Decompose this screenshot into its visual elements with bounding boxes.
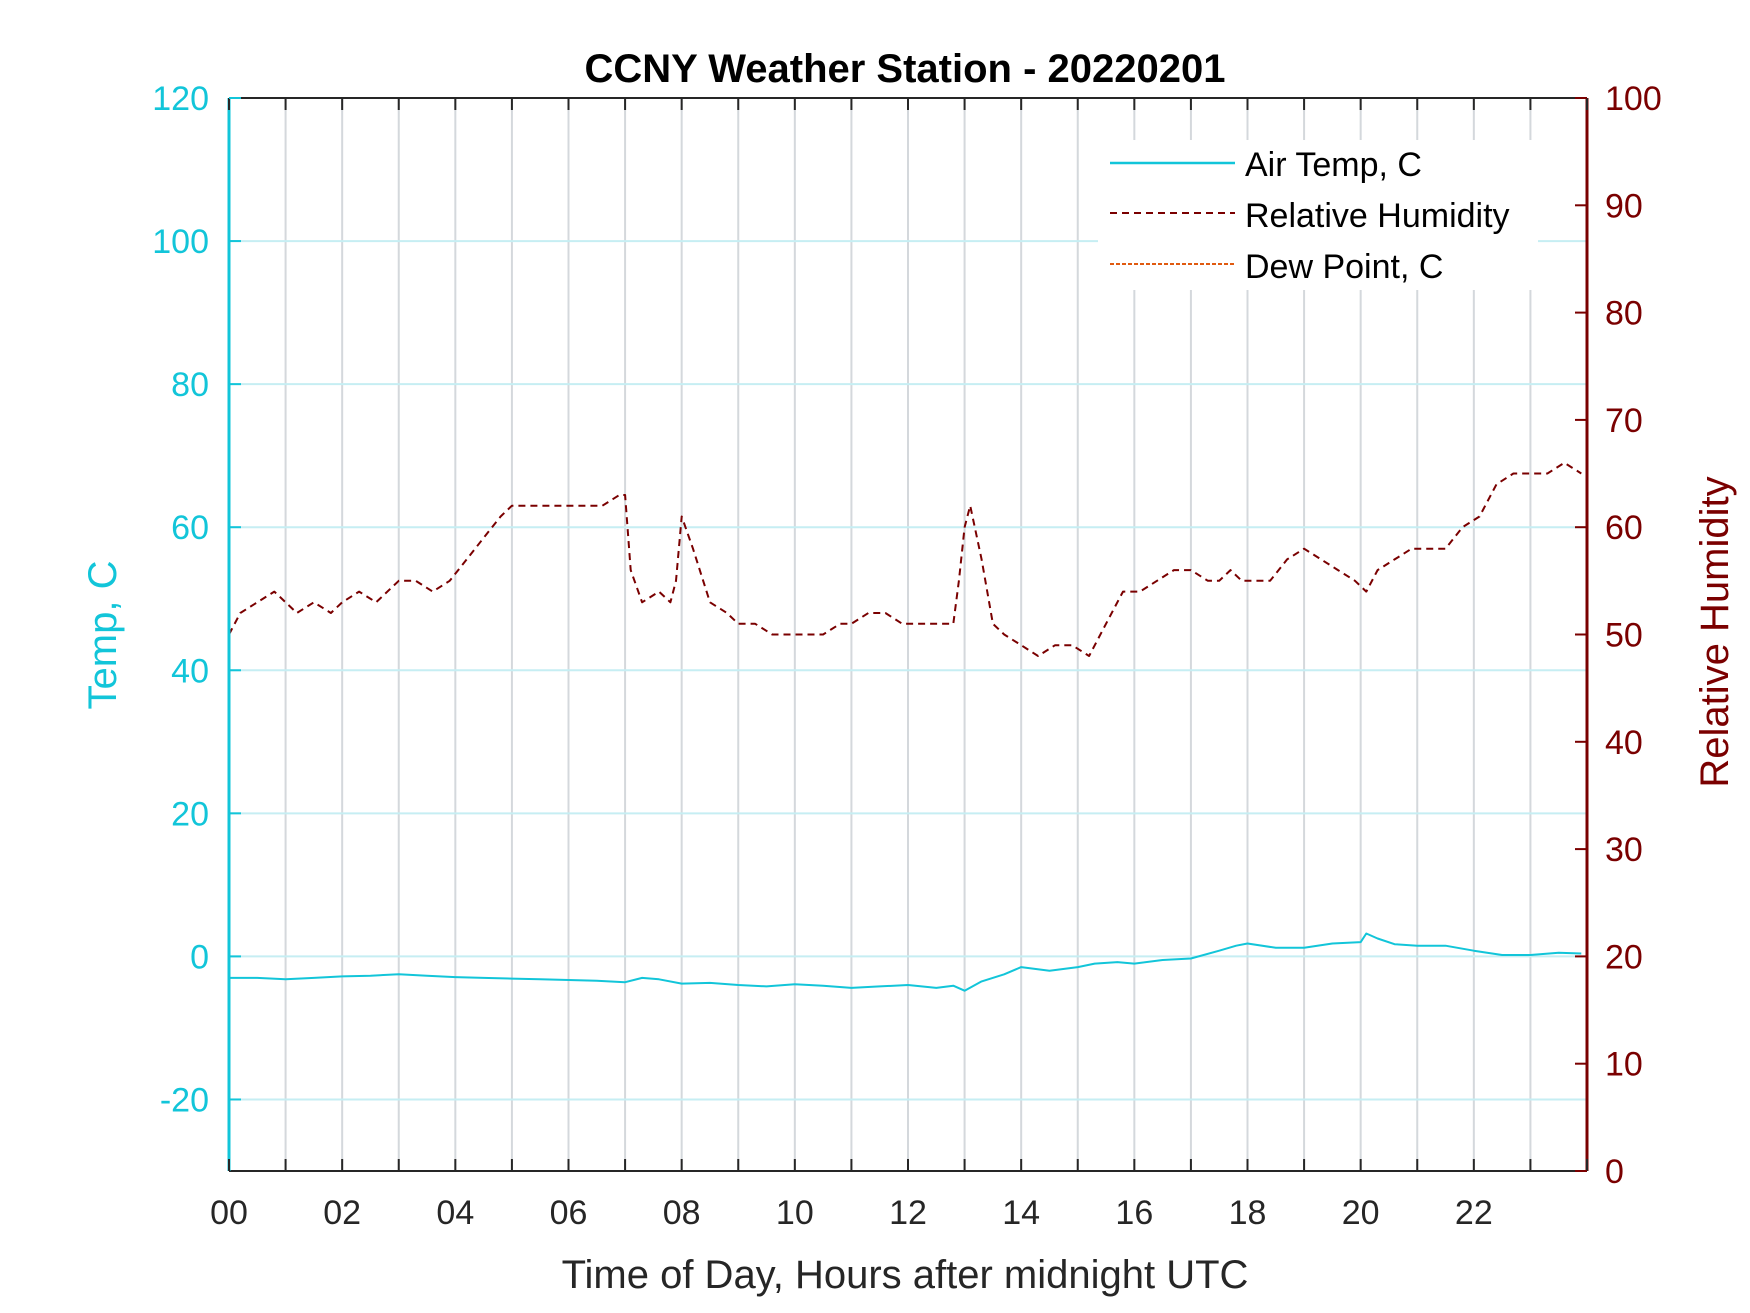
y-left-tick-label: 120: [152, 80, 209, 118]
y-left-tick-label: 0: [190, 938, 209, 976]
y-left-tick-label: 40: [171, 652, 209, 690]
x-tick-label: 18: [1229, 1194, 1267, 1232]
x-tick-label: 10: [776, 1194, 814, 1232]
x-tick-label: 14: [1002, 1194, 1040, 1232]
y-left-tick-label: 60: [171, 509, 209, 547]
y-right-tick-label: 70: [1605, 402, 1643, 440]
grid-layer: [229, 97, 1587, 1171]
legend-label-dew-point: Dew Point, C: [1245, 248, 1443, 286]
y-left-tick-label: 80: [171, 366, 209, 404]
x-tick-label: 04: [436, 1194, 474, 1232]
x-tick-label: 00: [210, 1194, 248, 1232]
x-tick-label: 22: [1455, 1194, 1493, 1232]
series-layer: [228, 461, 1582, 992]
y-left-tick-label: 20: [171, 795, 209, 833]
y-right-tick-label: 30: [1605, 831, 1643, 869]
series-line-air-temp-c: [229, 932, 1582, 992]
x-tick-label: 02: [323, 1194, 361, 1232]
y-right-tick-label: 20: [1605, 938, 1643, 976]
legend: Air Temp, C Relative Humidity Dew Point,…: [1098, 140, 1538, 290]
x-tick-label: 20: [1342, 1194, 1380, 1232]
y-left-tick-label: 100: [152, 223, 209, 261]
y-right-tick-label: 10: [1605, 1046, 1643, 1084]
legend-label-air-temp: Air Temp, C: [1245, 146, 1422, 184]
y-right-tick-label: 60: [1605, 509, 1643, 547]
y-right-tick-label: 40: [1605, 724, 1643, 762]
y-axis-left-label: Temp, C: [81, 561, 125, 710]
x-tick-label: 08: [663, 1194, 701, 1232]
y-right-tick-label: 0: [1605, 1153, 1624, 1191]
series-line-relative-humidity: [228, 461, 1582, 657]
y-right-tick-label: 100: [1605, 80, 1662, 118]
legend-label-relative-humidity: Relative Humidity: [1245, 197, 1510, 235]
y-right-tick-label: 80: [1605, 295, 1643, 333]
chart-title: CCNY Weather Station - 20220201: [585, 47, 1226, 91]
x-tick-label: 16: [1115, 1194, 1153, 1232]
x-tick-label: 12: [889, 1194, 927, 1232]
x-axis-label: Time of Day, Hours after midnight UTC: [562, 1253, 1249, 1297]
ticks-layer: 00 02 04 06 08 10 12 14 16 18 20 22-200204060801001…: [152, 80, 1661, 1232]
y-right-tick-label: 90: [1605, 187, 1643, 225]
y-left-tick-label: -20: [160, 1081, 209, 1119]
y-axis-right-label: Relative Humidity: [1693, 476, 1737, 787]
y-right-tick-label: 50: [1605, 617, 1643, 655]
x-tick-label: 06: [550, 1194, 588, 1232]
